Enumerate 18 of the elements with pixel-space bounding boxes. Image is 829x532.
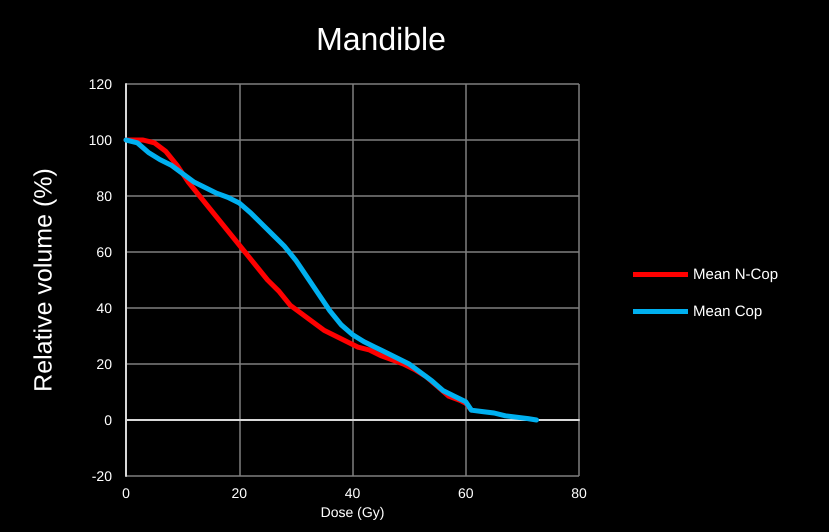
y-tick-label: 120: [88, 76, 112, 92]
y-tick-label: -20: [92, 468, 112, 484]
legend-label: Mean Cop: [693, 303, 762, 320]
legend-label: Mean N-Cop: [693, 266, 778, 283]
x-tick-label: 0: [122, 485, 130, 501]
chart-title: Mandible: [316, 21, 446, 57]
y-tick-label: 80: [96, 188, 112, 204]
x-tick-label: 80: [571, 485, 587, 501]
y-tick-label: 0: [104, 412, 112, 428]
x-tick-label: 40: [344, 485, 360, 501]
y-tick-label: 100: [88, 132, 112, 148]
x-tick-label: 20: [231, 485, 248, 501]
y-tick-label: 20: [96, 356, 112, 372]
y-tick-label: 60: [96, 244, 112, 260]
y-tick-label: 40: [96, 300, 112, 316]
x-axis-title: Dose (Gy): [320, 504, 384, 520]
y-axis-title: Relative volume (%): [30, 168, 58, 392]
x-tick-label: 60: [458, 485, 474, 501]
